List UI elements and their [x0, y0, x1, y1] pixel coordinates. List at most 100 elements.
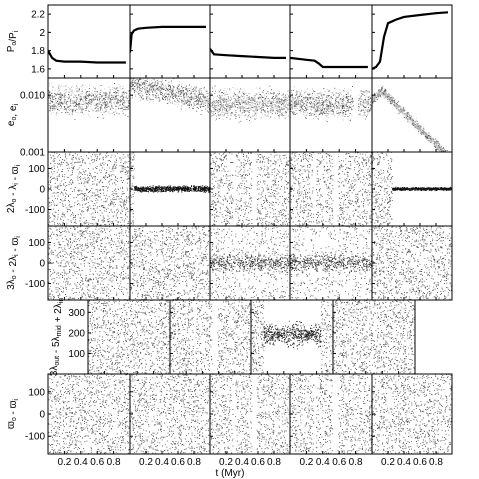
- panel-r2-c2: [209, 151, 291, 227]
- scatter-points-r1-c3: [290, 86, 372, 121]
- x-tick-label: 0.6: [251, 457, 265, 468]
- x-tick-label: 0.4: [316, 457, 330, 468]
- x-tick-label: 0.8: [349, 457, 363, 468]
- panel-r2-c0: -100 0 100: [25, 151, 131, 227]
- y-tick-label-r4: 100: [68, 349, 85, 360]
- series-line-r0-c1: [130, 25, 206, 53]
- panel-frame-r5-c0: [47, 373, 131, 455]
- panel-r0-c2: [209, 4, 291, 79]
- y-tick-label-r4: 200: [68, 328, 85, 339]
- series-line-r0-c2: [210, 48, 286, 59]
- panel-r1-c2: [209, 77, 291, 153]
- panel-r0-c4: [371, 4, 453, 79]
- scatter-points-r3-c2: [210, 226, 290, 300]
- panel-frame-r0-c1: [129, 4, 211, 79]
- x-tick-label: 0.4: [397, 457, 411, 468]
- panel-r5-c4: 0.2 0.4 0.6 0.8: [371, 373, 453, 468]
- panel-r0-c1: [129, 4, 211, 79]
- x-tick-label: 0.2: [381, 457, 395, 468]
- y-axis-label-r3: 3λo - 2λi - ϖi: [6, 236, 22, 290]
- scatter-points-r3-c0: [48, 226, 130, 300]
- panel-r4-c1: [169, 299, 252, 375]
- panel-r3-c1: [129, 225, 211, 301]
- y-axis-label-r4: 3λout - 5λmid + 2λin: [49, 298, 65, 377]
- scatter-points-r1-c3: [290, 86, 372, 123]
- scatter-points-r3-c2: [210, 251, 290, 275]
- scatter-points-r3-c3: [290, 226, 372, 300]
- scatter-points-r3-c3: [290, 252, 372, 276]
- y-axis-label-r5: ϖo - ϖi: [6, 399, 20, 429]
- panel-frame-r0-c2: [209, 4, 291, 79]
- scatter-points-r1-c2: [210, 86, 290, 121]
- series-line-r0-c0: [48, 50, 126, 64]
- x-tick-label: 0.4: [74, 457, 88, 468]
- scatter-points-r1-c2: [211, 85, 290, 123]
- scatter-points-r4-c1: [170, 300, 251, 374]
- y-tick-label-r2: -100: [25, 205, 45, 216]
- scatter-points-r2-c1: [134, 184, 210, 194]
- panel-frame-r5-c4: [371, 373, 453, 455]
- panel-r2-c4: [371, 151, 453, 227]
- scatter-points-r1-c0: [48, 83, 130, 121]
- panel-r4-c2: [250, 299, 334, 375]
- y-tick-label-r1: 0.010: [20, 91, 45, 102]
- y-tick-label-r0: 2.2: [31, 10, 45, 21]
- y-tick-label-r0: 1.6: [31, 64, 45, 75]
- x-tick-label: 0.8: [107, 457, 121, 468]
- scatter-points-r2-c4: [372, 152, 393, 226]
- panel-r4-c3: [332, 299, 416, 375]
- x-tick-label: 0.8: [187, 457, 201, 468]
- y-tick-label-r5: 100: [28, 387, 45, 398]
- scatter-points-r1-c1: [130, 78, 210, 115]
- y-tick-label-r0: 1.8: [31, 46, 45, 57]
- scatter-points-r2-c0: [48, 152, 130, 226]
- panel-r1-c3: [289, 77, 373, 153]
- panel-frame-r4-c0: [87, 299, 171, 375]
- panel-frame-r1-c0: [47, 77, 131, 153]
- panel-frame-r0-c0: [47, 4, 131, 79]
- panel-frame-r3-c4: [371, 225, 453, 301]
- x-tick-label: 0.6: [332, 457, 346, 468]
- panel-r2-c1: [129, 151, 211, 227]
- y-tick-label-r3: -100: [25, 279, 45, 290]
- scatter-points-r3-c1: [130, 226, 210, 300]
- y-tick-label-r5: -100: [25, 432, 45, 443]
- panel-r4-c0: 100 200 300: [68, 299, 171, 375]
- panel-r3-c0: -100 0 100: [25, 225, 131, 301]
- x-tick-label: 0.6: [90, 457, 104, 468]
- x-tick-label: 0.8: [267, 457, 281, 468]
- panel-r1-c4: [371, 77, 453, 153]
- scatter-points-r3-c4: [372, 226, 452, 300]
- scatter-points-r2-c4: [392, 186, 452, 192]
- y-tick-label-r1: 0.001: [20, 148, 45, 159]
- scatter-points-r4-c3: [333, 300, 415, 374]
- x-tick-label: 0.2: [219, 457, 233, 468]
- panel-r0-c0: 1.6 1.8 2 2.2: [31, 4, 131, 79]
- panel-r0-c3: [289, 4, 373, 79]
- y-axis-label-r2: 2λo - λi - ϖi: [6, 164, 22, 213]
- scatter-points-r2-c3: [290, 152, 372, 226]
- x-tick-label: 0.6: [413, 457, 427, 468]
- x-tick-label: 0.2: [139, 457, 153, 468]
- series-line-r0-c3: [290, 56, 368, 69]
- scatter-points-r2-c1: [130, 152, 135, 226]
- scatter-points-r5-c1: [130, 374, 210, 454]
- panel-r5-c2: 0.2 0.4 0.6 0.8: [209, 373, 291, 468]
- y-tick-label-r3: 0: [39, 259, 45, 270]
- x-axis-label: t (Myr): [216, 468, 245, 479]
- x-tick-label: 0.4: [155, 457, 169, 468]
- x-tick-label: 0.4: [235, 457, 249, 468]
- scatter-points-r2-c2: [210, 152, 290, 226]
- y-tick-label-r5: 0: [39, 410, 45, 421]
- scatter-points-r1-c4: [372, 86, 446, 152]
- panel-r3-c3: [289, 225, 373, 301]
- x-tick-label: 0.8: [429, 457, 443, 468]
- scatter-points-r5-c2: [210, 374, 290, 454]
- series-line-r0-c4: [372, 11, 449, 70]
- scatter-points-r5-c3: [290, 374, 372, 454]
- panel-r5-c3: 0.2 0.4 0.6 0.8: [289, 373, 373, 468]
- panel-frame-r1-c3: [289, 77, 373, 153]
- panel-r2-c3: [289, 151, 373, 227]
